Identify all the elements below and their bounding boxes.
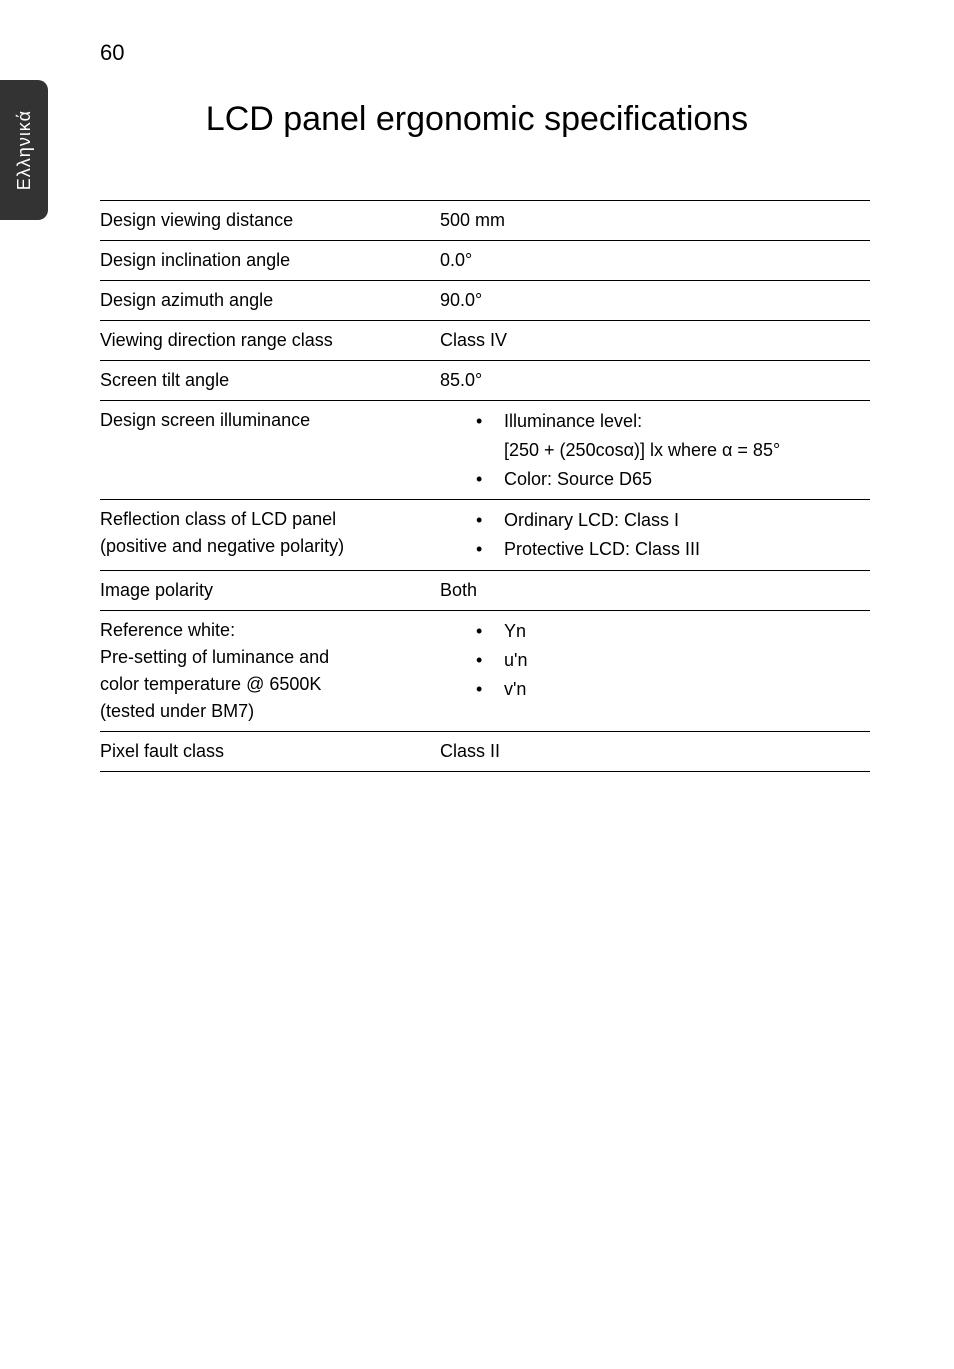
bullet-text: Yn [476,617,862,646]
spec-table: Design viewing distance 500 mm Design in… [100,200,870,772]
bullet-text: Color: Source D65 [476,465,862,494]
spec-value: 90.0° [440,281,870,321]
spec-label: Reflection class of LCD panel (positive … [100,500,440,571]
spec-value: 85.0° [440,361,870,401]
table-row: Design screen illuminance Illuminance le… [100,401,870,500]
table-row: Design viewing distance 500 mm [100,201,870,241]
spec-label: Design screen illuminance [100,401,440,500]
table-row: Design inclination angle 0.0° [100,241,870,281]
spec-value: Class II [440,731,870,771]
spec-label-line: color temperature @ 6500K [100,674,321,694]
page-number: 60 [100,40,124,66]
spec-label-line: Pre-setting of luminance and [100,647,329,667]
table-row: Pixel fault class Class II [100,731,870,771]
spec-value: Ordinary LCD: Class I Protective LCD: Cl… [440,500,870,571]
spec-value: 0.0° [440,241,870,281]
table-row: Viewing direction range class Class IV [100,321,870,361]
spec-value: Both [440,570,870,610]
table-row: Design azimuth angle 90.0° [100,281,870,321]
spec-label: Design viewing distance [100,201,440,241]
spec-value: Illuminance level: [250 + (250cosα)] lx … [440,401,870,500]
spec-label-line: (positive and negative polarity) [100,536,344,556]
spec-label: Reference white: Pre-setting of luminanc… [100,610,440,731]
bullet-text: u'n [476,646,862,675]
table-row: Reference white: Pre-setting of luminanc… [100,610,870,731]
spec-label: Screen tilt angle [100,361,440,401]
table-row: Screen tilt angle 85.0° [100,361,870,401]
spec-label: Design azimuth angle [100,281,440,321]
table-row: Image polarity Both [100,570,870,610]
spec-label: Viewing direction range class [100,321,440,361]
page-title: LCD panel ergonomic specifications [0,100,954,139]
bullet-text: Protective LCD: Class III [476,535,862,564]
table-row: Reflection class of LCD panel (positive … [100,500,870,571]
spec-label: Image polarity [100,570,440,610]
spec-value: Yn u'n v'n [440,610,870,731]
bullet-text: Ordinary LCD: Class I [476,506,862,535]
spec-label-line: Reflection class of LCD panel [100,509,336,529]
spec-label-line: (tested under BM7) [100,701,254,721]
spec-label: Design inclination angle [100,241,440,281]
spec-value: Class IV [440,321,870,361]
bullet-subtext: [250 + (250cosα)] lx where α = 85° [504,440,780,460]
bullet-text: Illuminance level: [504,411,642,431]
bullet-text: v'n [476,675,862,704]
spec-label-line: Reference white: [100,620,235,640]
spec-value: 500 mm [440,201,870,241]
spec-label: Pixel fault class [100,731,440,771]
